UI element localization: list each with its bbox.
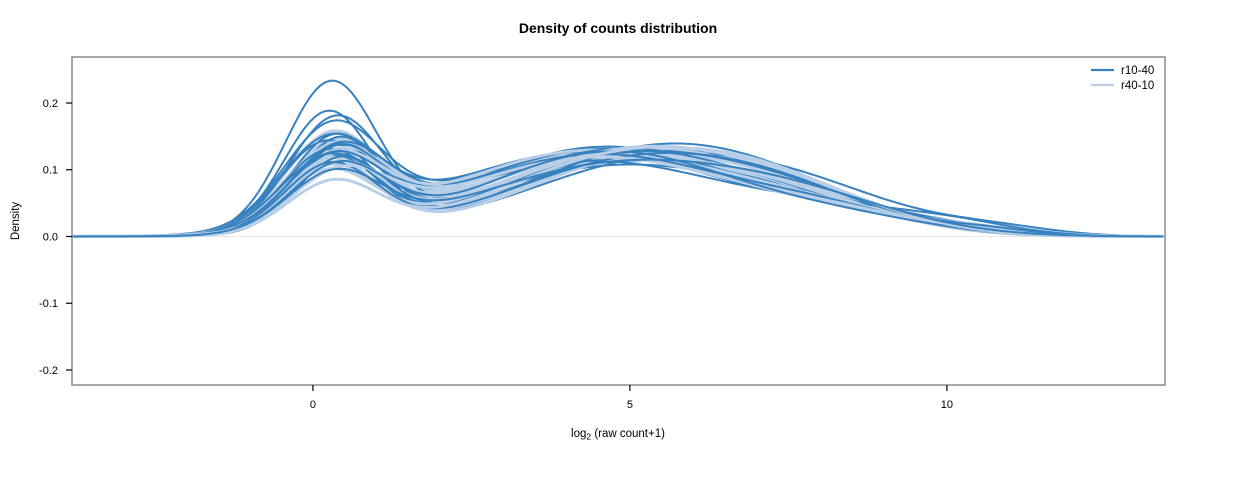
legend-label: r40-10 (1121, 80, 1154, 92)
legend: r10-40 r40-10 (1091, 65, 1154, 92)
density-curves-group (72, 79, 1164, 238)
y-tick-label: 0.2 (43, 98, 58, 110)
x-tick-label: 0 (310, 399, 316, 411)
x-tick-label: 10 (941, 399, 953, 411)
legend-entry: r10-40 (1091, 65, 1154, 77)
plot-frame (71, 56, 1166, 386)
legend-label: r10-40 (1121, 65, 1154, 77)
density-curve-r40-10 (72, 145, 1164, 238)
y-tick-label: 0.0 (43, 231, 58, 243)
y-tick-label: 0.1 (43, 165, 58, 177)
y-tick-label: -0.1 (39, 298, 58, 310)
x-axis: 0 5 10 (310, 385, 953, 411)
y-axis: 0.2 0.1 0.0 -0.1 -0.2 (39, 98, 72, 377)
legend-entry: r40-10 (1091, 80, 1154, 92)
y-tick-label: -0.2 (39, 365, 58, 377)
chart-title: Density of counts distribution (519, 20, 717, 36)
density-curve-r10-40 (72, 158, 1164, 238)
y-axis-label: Density (10, 202, 22, 241)
x-axis-label: log2 (raw count+1) (571, 428, 665, 442)
x-tick-label: 5 (627, 399, 633, 411)
